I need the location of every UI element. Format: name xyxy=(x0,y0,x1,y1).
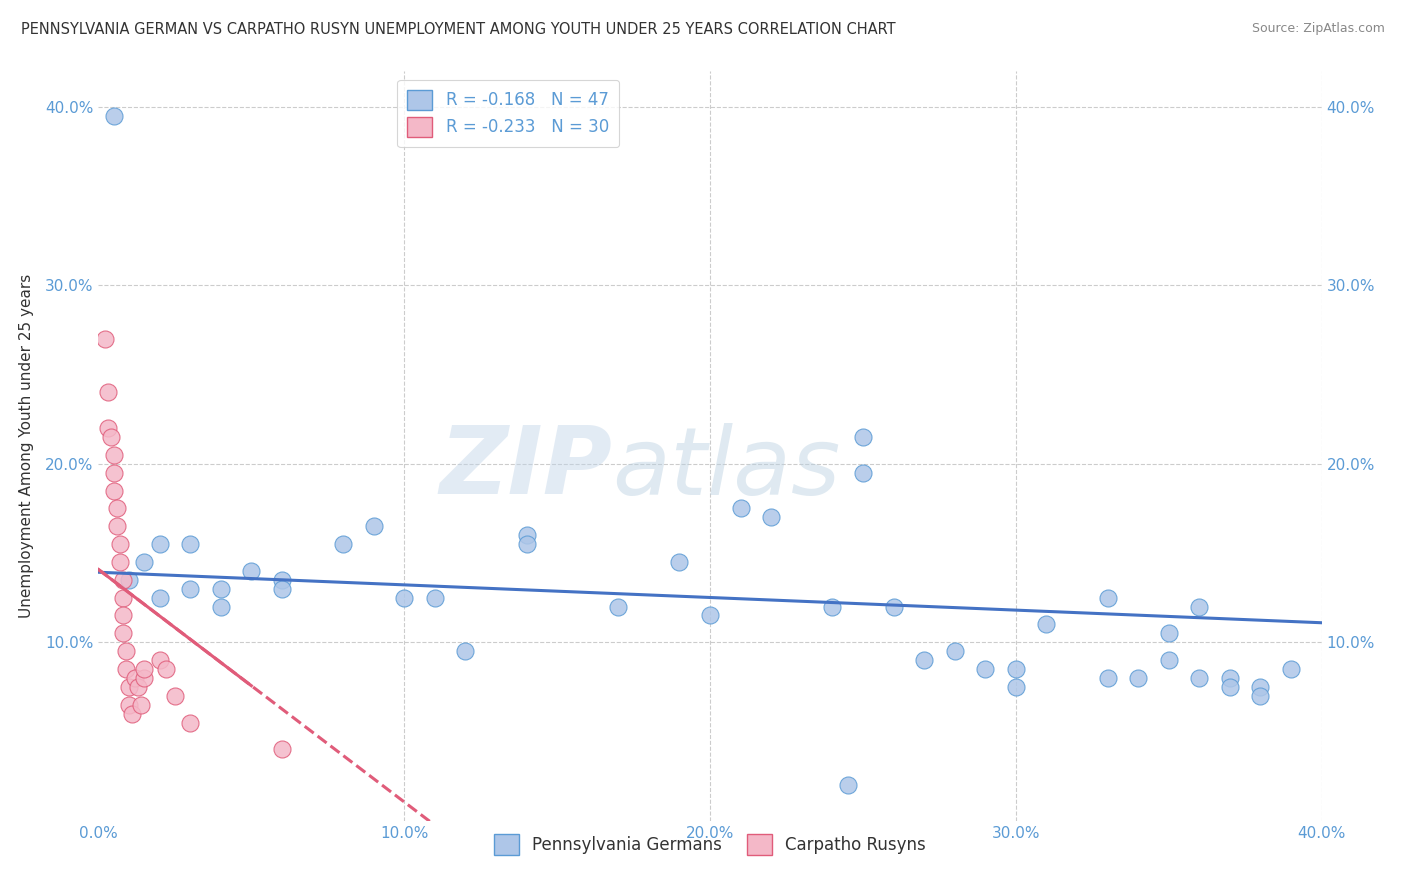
Point xyxy=(121,706,143,721)
Legend: Pennsylvania Germans, Carpatho Rusyns: Pennsylvania Germans, Carpatho Rusyns xyxy=(484,824,936,864)
Point xyxy=(270,573,292,587)
Point xyxy=(209,582,232,596)
Point xyxy=(516,528,538,542)
Point xyxy=(821,599,844,614)
Point xyxy=(124,671,146,685)
Point xyxy=(943,644,966,658)
Point xyxy=(103,483,125,498)
Point xyxy=(668,555,690,569)
Point xyxy=(240,564,263,578)
Point xyxy=(1188,599,1211,614)
Point xyxy=(100,430,122,444)
Point xyxy=(115,644,138,658)
Point xyxy=(883,599,905,614)
Point xyxy=(179,537,201,551)
Point xyxy=(149,537,172,551)
Point xyxy=(837,778,859,792)
Point xyxy=(1219,680,1241,694)
Point xyxy=(155,662,177,676)
Point xyxy=(607,599,630,614)
Point xyxy=(852,430,875,444)
Point xyxy=(423,591,446,605)
Point xyxy=(516,537,538,551)
Point xyxy=(129,698,152,712)
Point xyxy=(149,591,172,605)
Point xyxy=(111,608,134,623)
Point xyxy=(111,626,134,640)
Point xyxy=(1004,680,1026,694)
Text: Source: ZipAtlas.com: Source: ZipAtlas.com xyxy=(1251,22,1385,36)
Point xyxy=(699,608,721,623)
Point xyxy=(118,698,141,712)
Point xyxy=(134,662,156,676)
Point xyxy=(149,653,172,667)
Point xyxy=(93,332,115,346)
Point xyxy=(105,519,128,533)
Point xyxy=(111,591,134,605)
Point xyxy=(1249,689,1271,703)
Point xyxy=(115,662,138,676)
Point xyxy=(270,742,292,756)
Point xyxy=(118,680,141,694)
Point xyxy=(179,582,201,596)
Point xyxy=(1035,617,1057,632)
Point xyxy=(97,385,120,400)
Point xyxy=(332,537,354,551)
Point xyxy=(97,421,120,435)
Point xyxy=(108,555,131,569)
Point xyxy=(134,555,156,569)
Point xyxy=(1157,653,1180,667)
Point xyxy=(111,573,134,587)
Point xyxy=(363,519,385,533)
Point xyxy=(1097,591,1119,605)
Point xyxy=(392,591,416,605)
Point xyxy=(730,501,752,516)
Point xyxy=(105,501,128,516)
Point xyxy=(1279,662,1302,676)
Point xyxy=(134,671,156,685)
Point xyxy=(179,715,201,730)
Point xyxy=(209,599,232,614)
Point xyxy=(163,689,186,703)
Point xyxy=(454,644,477,658)
Text: ZIP: ZIP xyxy=(439,423,612,515)
Text: atlas: atlas xyxy=(612,423,841,514)
Point xyxy=(974,662,997,676)
Point xyxy=(852,466,875,480)
Point xyxy=(1219,671,1241,685)
Point xyxy=(1249,680,1271,694)
Point xyxy=(912,653,935,667)
Point xyxy=(1188,671,1211,685)
Point xyxy=(103,109,125,123)
Text: PENNSYLVANIA GERMAN VS CARPATHO RUSYN UNEMPLOYMENT AMONG YOUTH UNDER 25 YEARS CO: PENNSYLVANIA GERMAN VS CARPATHO RUSYN UN… xyxy=(21,22,896,37)
Point xyxy=(103,466,125,480)
Point xyxy=(1097,671,1119,685)
Point xyxy=(1004,662,1026,676)
Point xyxy=(103,448,125,462)
Point xyxy=(127,680,149,694)
Point xyxy=(759,510,782,524)
Point xyxy=(270,582,292,596)
Point xyxy=(1157,626,1180,640)
Point xyxy=(108,537,131,551)
Point xyxy=(1128,671,1150,685)
Y-axis label: Unemployment Among Youth under 25 years: Unemployment Among Youth under 25 years xyxy=(18,274,34,618)
Point xyxy=(118,573,141,587)
